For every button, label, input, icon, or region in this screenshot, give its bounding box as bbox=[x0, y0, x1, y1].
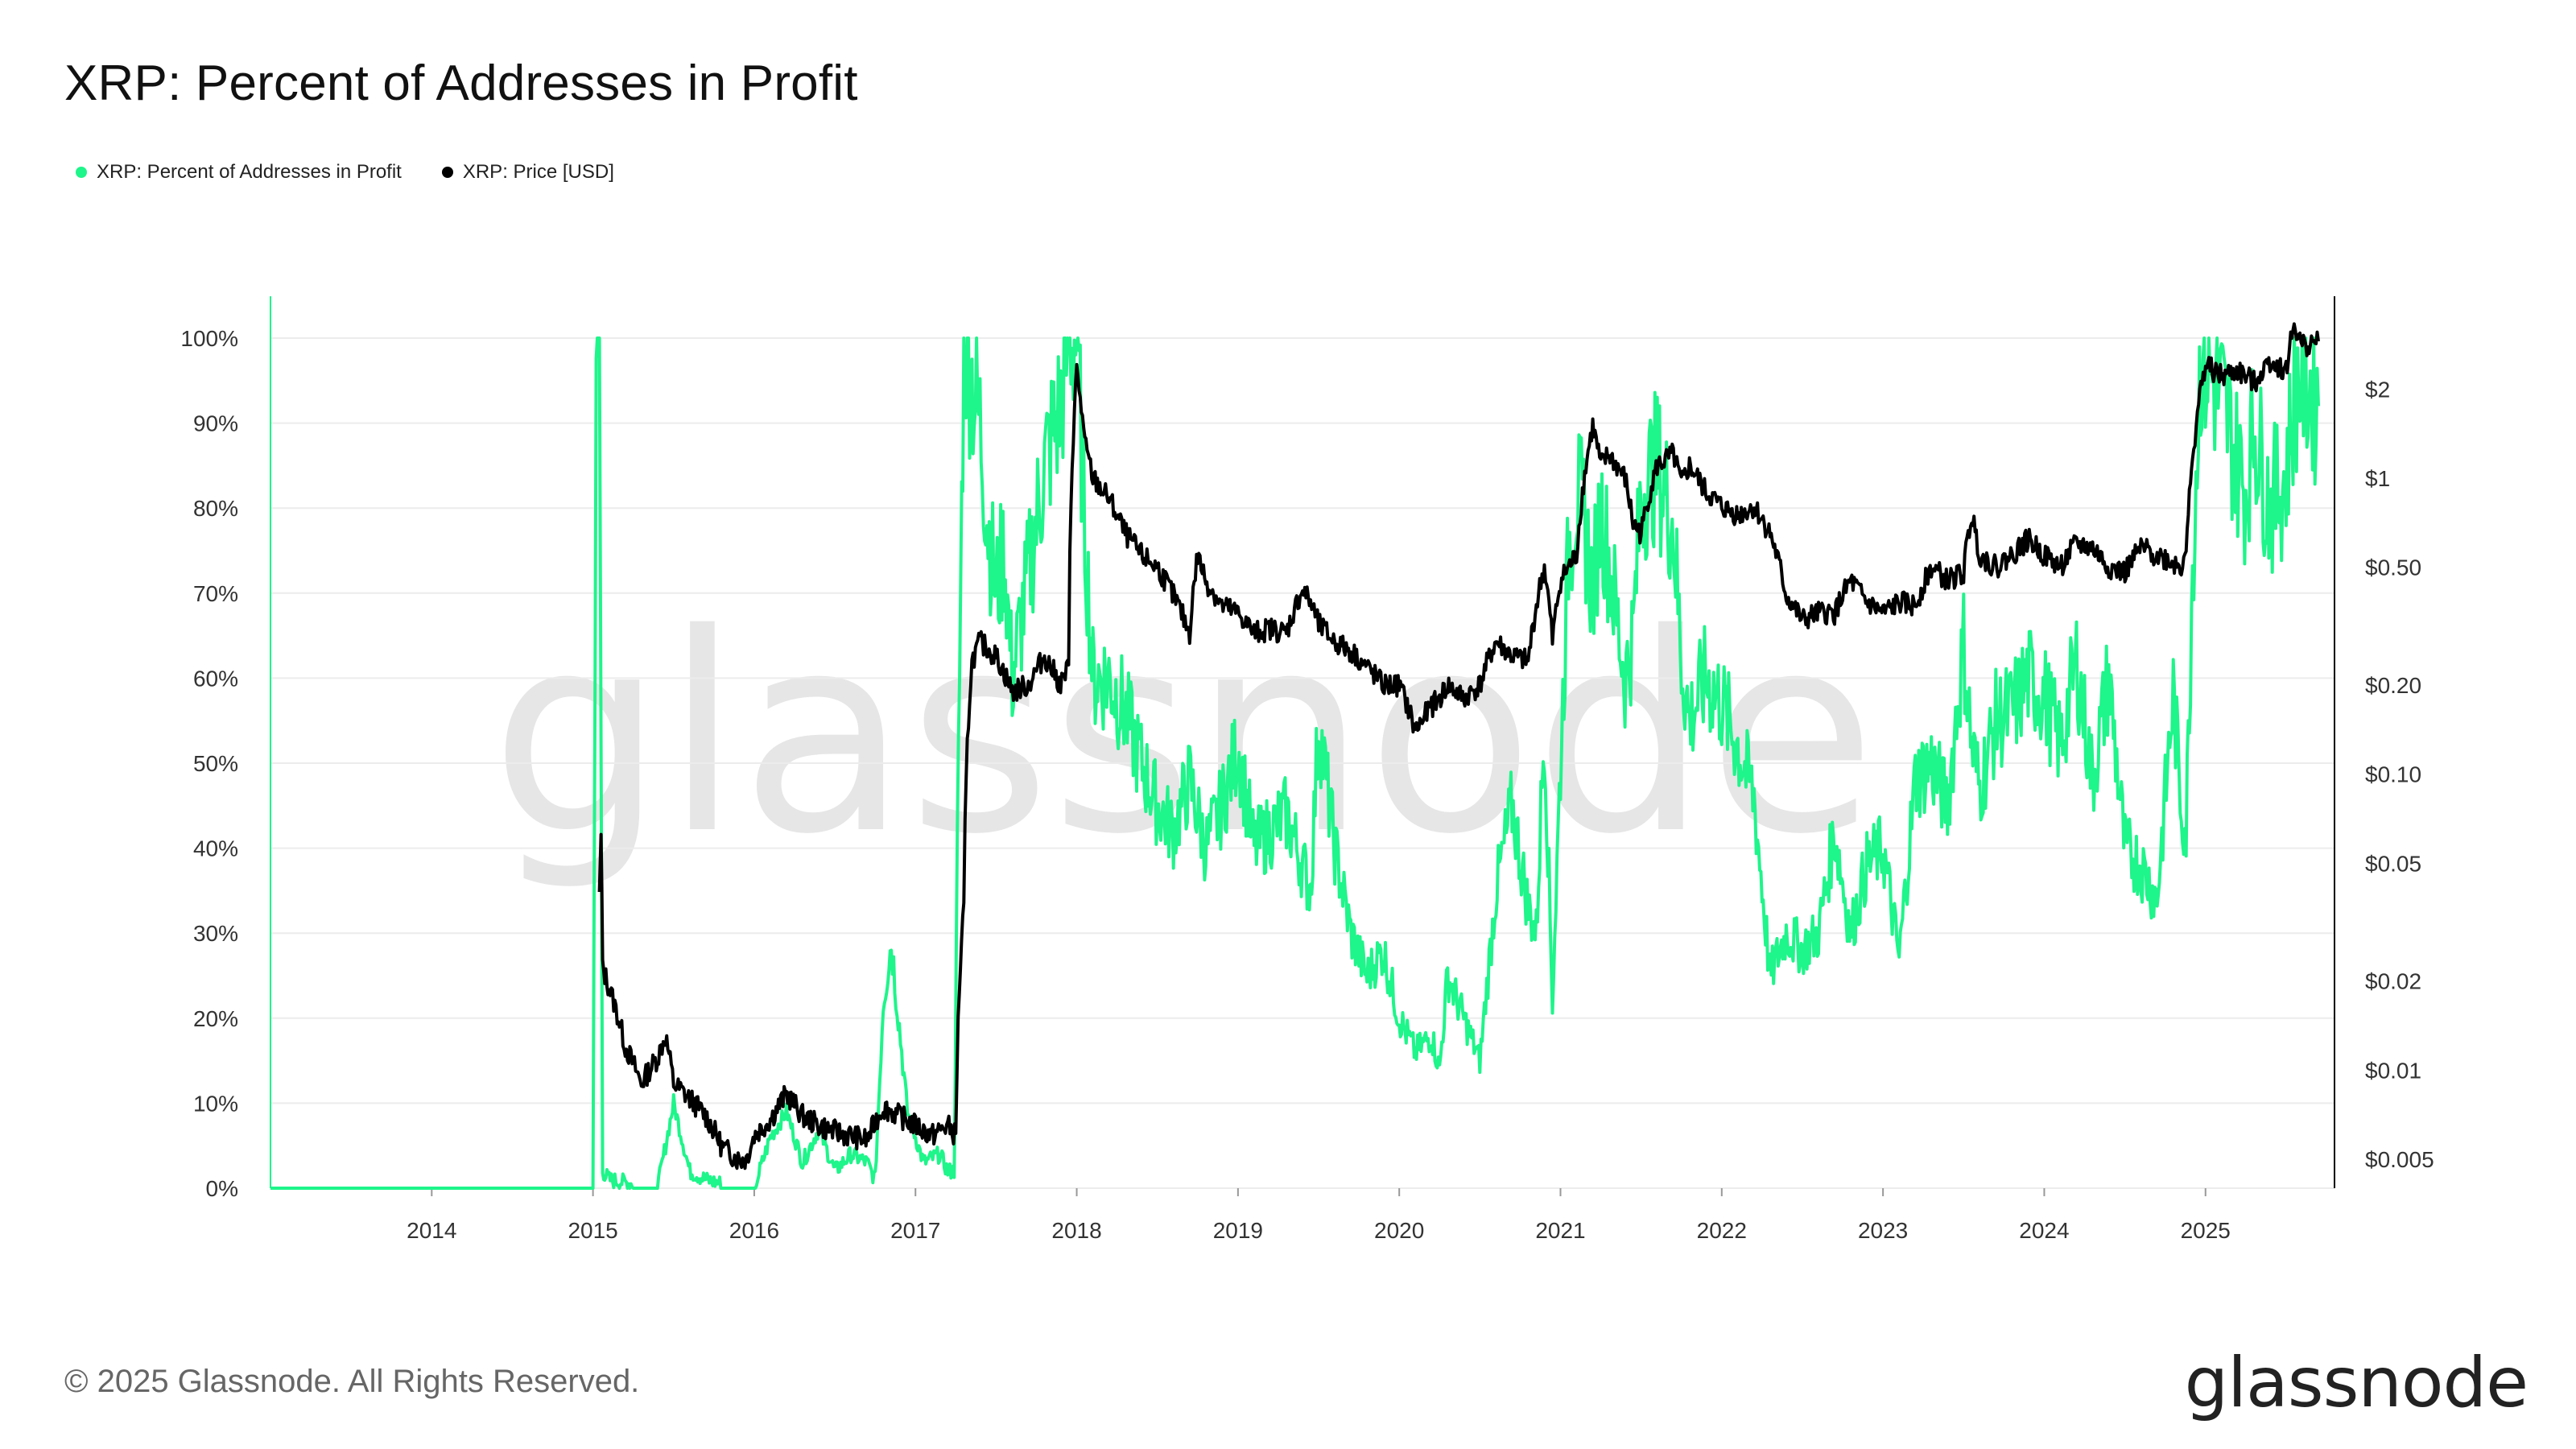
x-tick-label-11: 2025 bbox=[2181, 1218, 2231, 1243]
y-left-ticks: 0% 10% 20% 30% 40% 50% 60% 70% 80% 90% 100% bbox=[180, 326, 238, 1201]
y-right-tick-label-6: $0.50 bbox=[2365, 555, 2421, 580]
y-left-tick-label-5: 50% bbox=[193, 751, 238, 776]
footer-copyright: © 2025 Glassnode. All Rights Reserved. bbox=[64, 1364, 640, 1399]
y-left-tick-label-8: 80% bbox=[193, 496, 238, 521]
y-right-tick-label-4: $0.10 bbox=[2365, 762, 2421, 787]
x-tick-label-1: 2015 bbox=[568, 1218, 617, 1243]
x-tick-label-5: 2019 bbox=[1213, 1218, 1263, 1243]
legend-label-profit: XRP: Percent of Addresses in Profit bbox=[97, 161, 402, 183]
legend-dot-profit bbox=[76, 167, 87, 178]
y-left-tick-label-0: 0% bbox=[206, 1176, 238, 1201]
y-left-tick-label-6: 60% bbox=[193, 666, 238, 691]
y-right-tick-label-1: $0.01 bbox=[2365, 1058, 2421, 1083]
x-tick-label-3: 2017 bbox=[890, 1218, 940, 1243]
x-axis-ticks: 2014 2015 2016 2017 2018 2019 2020 2021 2022 2023… bbox=[407, 1188, 2231, 1243]
x-tick-label-7: 2021 bbox=[1535, 1218, 1585, 1243]
chart-legend: XRP: Percent of Addresses in Profit XRP:… bbox=[76, 161, 614, 184]
series-lines bbox=[270, 322, 2320, 1190]
y-right-tick-label-7: $1 bbox=[2365, 466, 2390, 491]
x-tick-label-4: 2018 bbox=[1051, 1218, 1101, 1243]
series-line-profit bbox=[270, 336, 2320, 1190]
x-tick-label-10: 2024 bbox=[2019, 1218, 2069, 1243]
y-right-tick-label-5: $0.20 bbox=[2365, 673, 2421, 698]
y-right-tick-label-0: $0.005 bbox=[2365, 1147, 2434, 1172]
y-left-tick-label-4: 40% bbox=[193, 836, 238, 861]
y-right-tick-label-3: $0.05 bbox=[2365, 851, 2421, 876]
x-tick-label-6: 2020 bbox=[1374, 1218, 1424, 1243]
legend-item-profit[interactable]: XRP: Percent of Addresses in Profit bbox=[76, 161, 402, 184]
x-tick-label-2: 2016 bbox=[729, 1218, 779, 1243]
watermark-text: glassnode bbox=[490, 576, 1876, 894]
legend-dot-price bbox=[441, 167, 453, 178]
legend-label-price: XRP: Price [USD] bbox=[462, 161, 614, 183]
y-left-tick-label-1: 10% bbox=[193, 1091, 238, 1116]
y-right-tick-label-2: $0.02 bbox=[2365, 969, 2421, 994]
y-right-tick-label-8: $2 bbox=[2365, 377, 2390, 402]
y-left-tick-label-7: 70% bbox=[193, 581, 238, 606]
y-left-tick-label-9: 90% bbox=[193, 411, 238, 436]
footer-logo: glassnode bbox=[2184, 1343, 2529, 1423]
y-left-tick-label-3: 30% bbox=[193, 921, 238, 946]
x-tick-label-9: 2023 bbox=[1858, 1218, 1908, 1243]
x-tick-label-8: 2022 bbox=[1697, 1218, 1747, 1243]
y-left-tick-label-2: 20% bbox=[193, 1006, 238, 1031]
y-right-ticks: $0.005 $0.01 $0.02 $0.05 $0.10 $0.20 $0.50 $1 $2 bbox=[2365, 377, 2434, 1172]
chart-title: XRP: Percent of Addresses in Profit bbox=[64, 56, 858, 111]
x-tick-label-0: 2014 bbox=[407, 1218, 456, 1243]
series-line-price bbox=[597, 322, 2320, 1170]
legend-item-price[interactable]: XRP: Price [USD] bbox=[441, 161, 614, 184]
grid-lines bbox=[270, 337, 2334, 1189]
y-left-tick-label-10: 100% bbox=[180, 326, 238, 351]
